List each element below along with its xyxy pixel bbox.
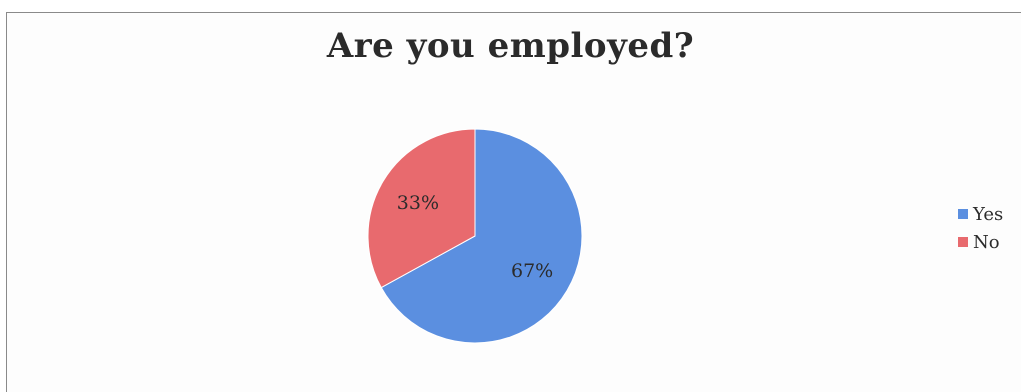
chart-legend: Yes No [958,200,1003,256]
legend-swatch-no [958,237,968,247]
pie-slice-no [367,128,476,289]
pie-slice-yes [380,128,583,344]
chart-title: Are you employed? [326,26,695,66]
pie-chart: 67% 33% [367,128,583,344]
data-label-yes: 67% [511,260,553,282]
legend-item-no: No [958,228,1003,256]
legend-label-yes: Yes [973,203,1004,225]
data-label-no: 33% [397,192,439,214]
legend-label-no: No [973,231,1000,253]
legend-swatch-yes [958,209,968,219]
legend-item-yes: Yes [958,200,1003,228]
